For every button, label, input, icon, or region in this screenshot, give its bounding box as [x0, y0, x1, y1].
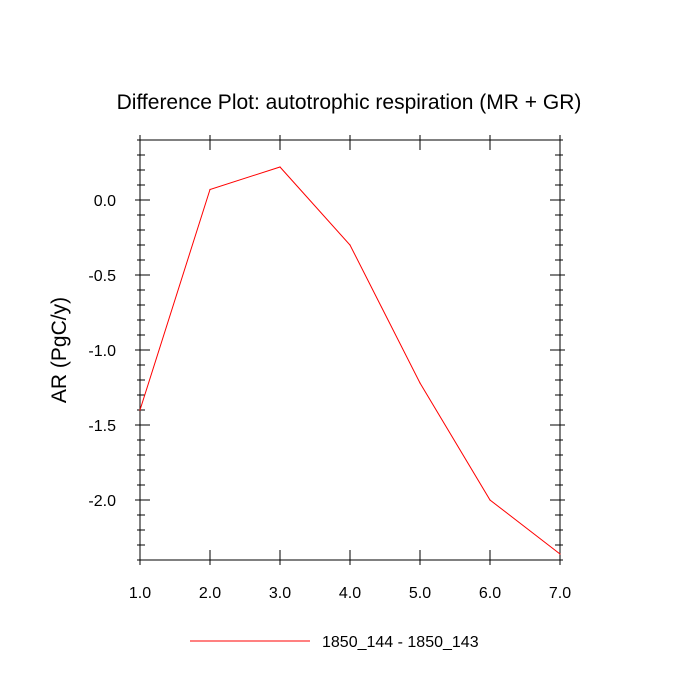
y-tick-label: -1.5 — [88, 418, 116, 435]
series-group — [139, 166, 561, 555]
legend: 1850_144 - 1850_143 — [190, 634, 479, 651]
y-tick-label: 0.0 — [94, 193, 116, 210]
x-tick-labels: 1.0 2.0 3.0 4.0 5.0 6.0 7.0 — [129, 585, 571, 602]
data-point — [489, 499, 491, 501]
y-axis-label: AR (PgC/y) — [48, 297, 71, 403]
data-point — [349, 244, 351, 246]
x-tick-label: 3.0 — [269, 585, 291, 602]
chart-title: Difference Plot: autotrophic respiration… — [117, 91, 582, 114]
x-tick-label: 2.0 — [199, 585, 221, 602]
series-line — [139, 166, 561, 555]
data-point — [559, 553, 561, 555]
y-tick-label: -2.0 — [88, 493, 116, 510]
x-tick-label: 4.0 — [339, 585, 361, 602]
data-point — [419, 382, 421, 384]
x-tick-label: 6.0 — [479, 585, 501, 602]
y-tick-label: -1.0 — [88, 343, 116, 360]
data-point — [279, 166, 281, 168]
data-point — [209, 188, 211, 191]
axis-ticks — [135, 135, 565, 565]
y-tick-labels: 0.0 -0.5 -1.0 -1.5 -2.0 — [88, 193, 116, 510]
legend-label: 1850_144 - 1850_143 — [322, 634, 479, 651]
data-point — [139, 409, 141, 411]
plot-frame — [139, 139, 561, 561]
x-tick-label: 7.0 — [549, 585, 571, 602]
x-tick-label: 5.0 — [409, 585, 431, 602]
x-tick-label: 1.0 — [129, 585, 151, 602]
y-tick-label: -0.5 — [88, 268, 116, 285]
